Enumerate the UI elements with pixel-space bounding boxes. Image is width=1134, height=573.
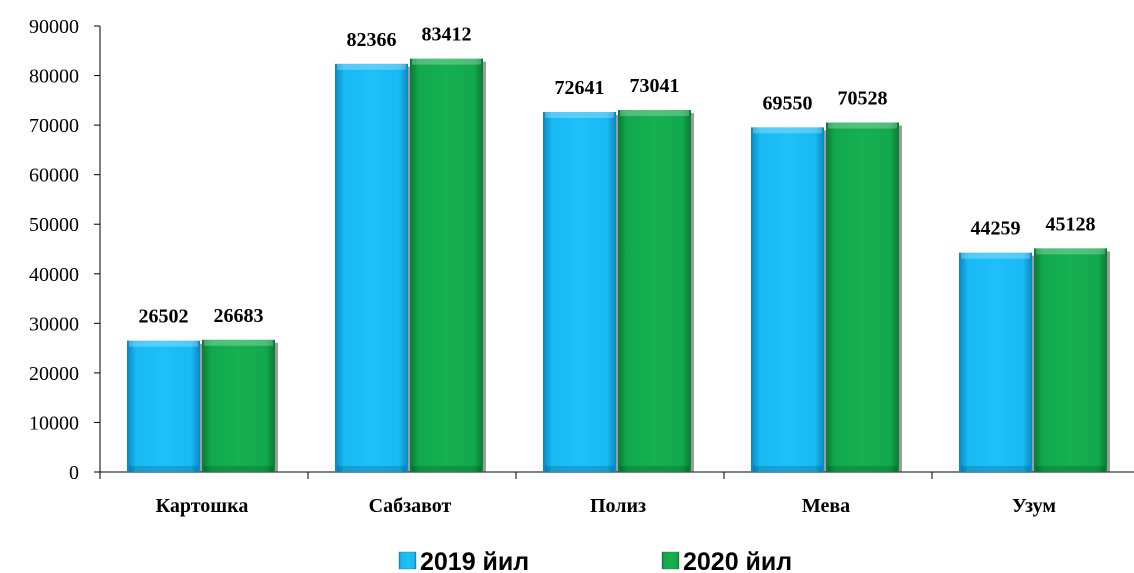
legend: 2019 йил 2020 йил	[398, 548, 792, 573]
bar-bevel-bottom	[337, 466, 406, 472]
bar-bevel-bottom	[620, 466, 689, 472]
category-label: Сабзавот	[369, 495, 452, 517]
bar-body	[543, 112, 616, 472]
y-tick-label: 40000	[29, 264, 79, 286]
bar-bevel-top	[204, 339, 273, 346]
bar-bevel-bottom	[129, 466, 198, 472]
legend-swatch-border	[398, 551, 417, 570]
bar-bevel-bottom	[1036, 466, 1105, 472]
data-label: 26683	[214, 305, 264, 327]
bar-bevel-top	[129, 340, 198, 347]
bar-bevel-bottom	[412, 466, 481, 472]
x-axis	[99, 471, 1134, 479]
data-label: 72641	[555, 77, 605, 99]
y-tick-label: 30000	[29, 313, 79, 335]
y-tick-label: 90000	[29, 16, 79, 38]
bars	[127, 58, 1110, 473]
bar-bevel-bottom	[753, 466, 822, 472]
bar-bevel-bottom	[204, 466, 273, 472]
category-label: Узум	[1012, 495, 1056, 517]
bar-bevel-top	[1036, 248, 1105, 255]
bar-2019-1	[335, 63, 411, 472]
legend-swatch-border	[661, 551, 680, 570]
bar-body	[618, 110, 691, 473]
bar-2020-1	[410, 58, 486, 472]
category-label: Полиз	[590, 495, 646, 517]
legend-item-2019: 2019 йил	[398, 548, 529, 573]
bar-bevel-top	[412, 58, 481, 65]
data-label: 44259	[971, 218, 1021, 240]
y-axis: 0 10000 20000 30000 40000 50000 60000 70000 8000…	[29, 16, 101, 484]
legend-label: 2019 йил	[420, 548, 529, 573]
bar-body	[202, 339, 275, 472]
bar-body	[335, 63, 408, 472]
bar-bevel-top	[620, 110, 689, 117]
y-tick-label: 0	[69, 462, 79, 484]
legend-swatch	[399, 552, 416, 569]
data-label: 70528	[838, 87, 888, 109]
bar-bevel-top	[961, 252, 1030, 259]
legend-swatch	[662, 552, 679, 569]
bar-bevel-top	[337, 63, 406, 70]
data-label: 73041	[630, 75, 680, 97]
data-label: 83412	[422, 24, 472, 46]
y-tick-label: 20000	[29, 363, 79, 385]
bar-body	[959, 252, 1032, 472]
bar-2020-4	[1034, 248, 1110, 472]
bar-bevel-top	[828, 122, 897, 129]
category-label: Мева	[802, 495, 850, 517]
legend-item-2020: 2020 йил	[661, 548, 792, 573]
y-tick-label: 60000	[29, 165, 79, 187]
category-label: Картошка	[156, 495, 249, 517]
data-label: 26502	[139, 306, 189, 328]
bar-2020-2	[618, 110, 694, 473]
bar-2020-3	[826, 122, 902, 473]
y-tick-label: 70000	[29, 115, 79, 137]
bar-bevel-bottom	[545, 466, 614, 472]
data-label: 82366	[347, 29, 397, 51]
bar-bevel-bottom	[828, 466, 897, 472]
bar-bevel-bottom	[961, 466, 1030, 472]
data-label: 69550	[763, 92, 813, 114]
y-tick-label: 10000	[29, 412, 79, 434]
bar-2019-4	[959, 252, 1035, 472]
bar-2019-2	[543, 112, 619, 472]
y-tick-label: 50000	[29, 214, 79, 236]
bar-body	[410, 58, 483, 472]
bar-2019-0	[127, 340, 203, 472]
bar-body	[751, 127, 824, 472]
category-labels: Картошка Сабзавот Полиз Мева Узум	[156, 495, 1056, 517]
y-tick-label: 80000	[29, 66, 79, 88]
bar-2019-3	[751, 127, 827, 472]
legend-label: 2020 йил	[683, 548, 792, 573]
data-labels: 26502 26683 82366 83412 72641 73041 69550 70528…	[139, 24, 1096, 328]
bar-2020-0	[202, 339, 278, 472]
data-label: 45128	[1046, 213, 1096, 235]
bar-body	[127, 340, 200, 472]
bar-body	[1034, 248, 1107, 472]
bar-body	[826, 122, 899, 473]
bar-bevel-top	[545, 112, 614, 119]
bar-bevel-top	[753, 127, 822, 134]
